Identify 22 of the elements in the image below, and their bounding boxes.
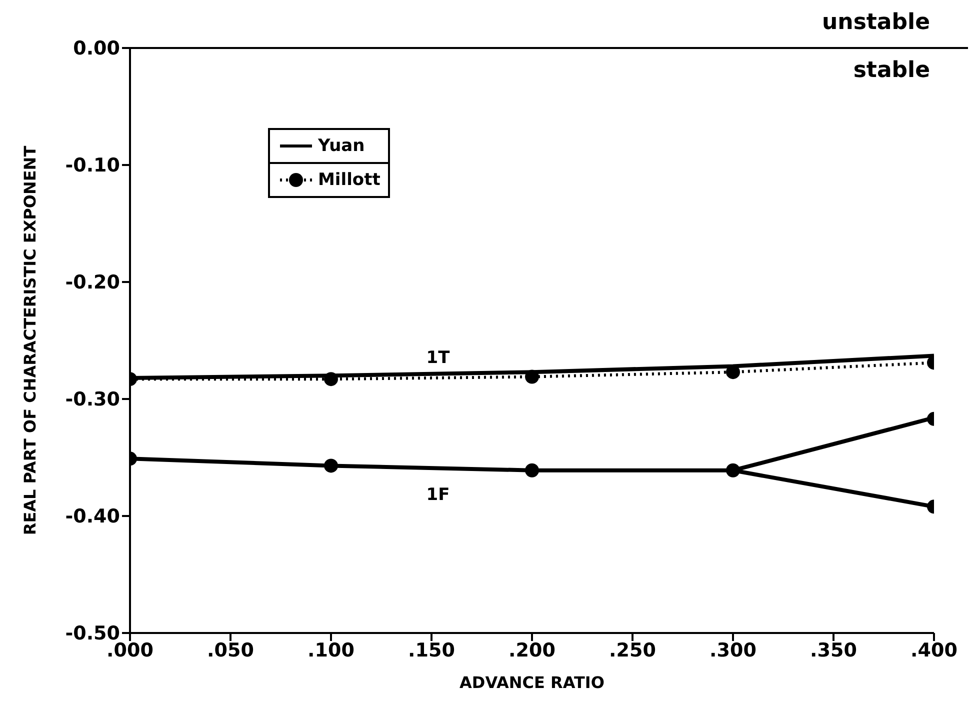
annotation: 1T [426,348,450,368]
x-tick-label: .050 [207,639,254,662]
x-tick-label: .300 [710,639,756,662]
legend-label: Millott [318,170,380,190]
y-tick-label: 0.00 [73,38,120,60]
x-axis-title: ADVANCE RATIO [460,673,604,692]
y-tick-label: -0.30 [65,388,120,411]
x-tick-label: .100 [308,639,354,662]
x-tick-label: .350 [810,639,857,662]
annotation: stable [853,58,930,83]
x-tick-label: .400 [910,639,958,662]
y-tick-label: -0.40 [65,506,120,528]
x-tick-label: .150 [408,639,455,662]
text: unstable [822,10,930,35]
x-tick-label: .200 [508,639,556,662]
x-tick-label: .000 [106,639,154,662]
x-tick-label: .250 [609,639,656,662]
y-axis-title: REAL PART OF CHARACTERISTIC EXPONENT [20,146,40,536]
legend-label: Yuan [318,136,365,156]
y-tick-label: -0.20 [65,272,120,294]
y-tick-label: -0.10 [65,154,120,177]
annotation: 1F [426,485,450,505]
